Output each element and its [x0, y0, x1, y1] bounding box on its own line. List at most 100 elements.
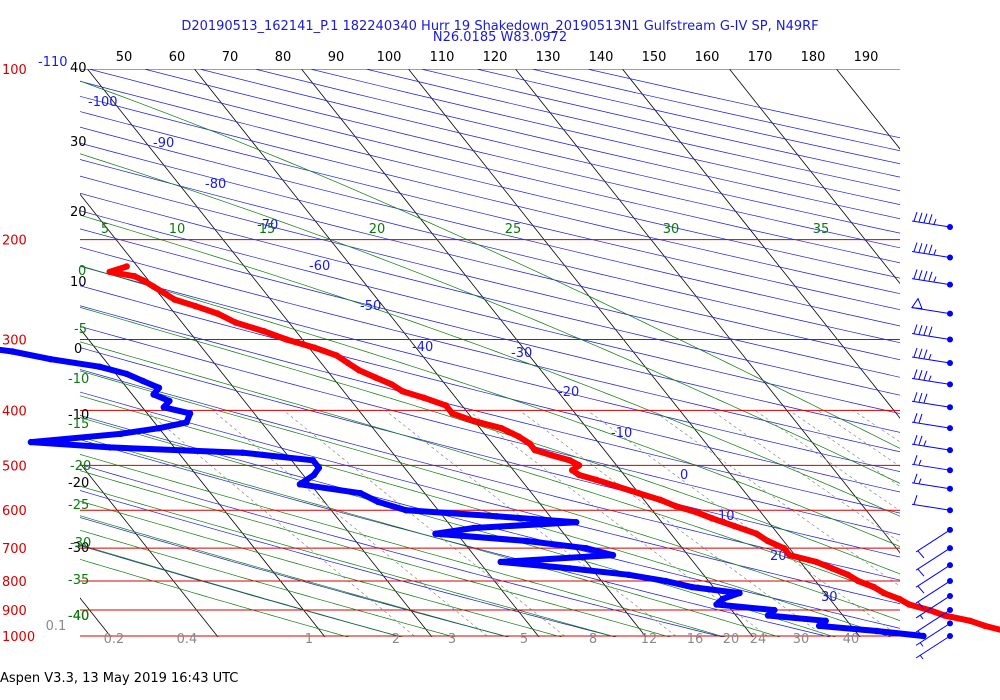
mixing-ratio-line: [853, 410, 900, 443]
wind-barb-half-feather: [928, 375, 932, 381]
isotherm-line: [194, 69, 647, 637]
wind-barb-feather: [928, 326, 933, 336]
wind-barb: [911, 369, 953, 388]
mixing-ratio-line: [212, 410, 488, 637]
temperature-profile-point: [171, 296, 178, 303]
dry-adiabat-line: [80, 111, 900, 311]
wind-barb-feather: [913, 455, 918, 465]
temperature-profile-point: [764, 537, 771, 545]
temperature-profile-point: [192, 303, 199, 310]
moist-adiabat-line: [80, 558, 350, 637]
dry-adiabat-line: [80, 159, 900, 361]
dewpoint-profile-point: [771, 606, 778, 614]
wind-barb-feather: [928, 214, 933, 224]
wind-barb-staff: [915, 529, 951, 553]
wind-barb: [915, 578, 953, 610]
wind-barb-feather: [923, 349, 928, 359]
dewpoint-profile-point: [123, 370, 130, 378]
dry-adiabat-label: -50: [360, 299, 381, 314]
wind-barb-staff: [911, 421, 951, 429]
green-side-label: -25: [68, 498, 89, 513]
moist-adiabat-line: [80, 214, 900, 517]
wind-barb-feather: [923, 393, 928, 403]
pressure-tick-label: 100: [2, 63, 27, 78]
dry-adiabat-line: [80, 391, 900, 605]
wind-barb-staff: [911, 400, 951, 408]
dry-adiabat-line: [80, 210, 900, 414]
temperature-profile-point: [870, 583, 878, 591]
wind-barb: [911, 242, 953, 261]
dewpoint-profile-point: [310, 471, 318, 479]
dewpoint-profile-point: [183, 419, 190, 426]
wind-barb-feather: [917, 585, 925, 594]
green-side-label: -10: [68, 372, 89, 387]
temperature-profile-point: [786, 551, 793, 559]
height-tick-label: -10: [68, 408, 89, 423]
dewpoint-profile-point: [497, 558, 504, 566]
temperature-profile-point: [131, 273, 138, 280]
top-axis-tick-label: 120: [483, 50, 508, 65]
wind-barb-feather: [917, 550, 925, 559]
top-axis-tick-label: 70: [222, 50, 239, 65]
dry-adiabat-label: -90: [153, 136, 174, 151]
dry-adiabat-line: [80, 142, 900, 344]
temperature-profile-point: [232, 319, 239, 326]
dry-adiabat-line: [80, 369, 900, 581]
temperature-profile-point: [753, 530, 760, 537]
wind-barb-staff: [911, 443, 951, 451]
wind-barb-staff: [911, 377, 951, 385]
dewpoint-profile-point: [713, 601, 720, 608]
dewpoint-profile-point: [625, 571, 632, 578]
green-side-label: -35: [68, 573, 89, 588]
dewpoint-profile-point: [688, 583, 696, 591]
footer-text: Aspen V3.3, 13 May 2019 16:43 UTC: [0, 671, 239, 686]
temperature-profile-point: [548, 452, 555, 459]
top-axis-tick-label: 180: [801, 50, 826, 65]
wind-barb-feather: [918, 413, 923, 424]
pressure-tick-label: 300: [2, 334, 27, 349]
wind-barb-feather: [913, 495, 918, 505]
isotherm-line: [515, 69, 900, 554]
wind-barb-staff: [911, 250, 951, 258]
dry-adiabat-label: 20: [770, 549, 787, 564]
wind-barb: [911, 347, 953, 366]
height-tick-label: 0: [74, 342, 82, 357]
temperature-profile-point: [941, 612, 948, 619]
moist-adiabat-label: 15: [259, 222, 276, 237]
wind-barb: [911, 473, 953, 492]
moist-adiabat-label: 35: [813, 222, 830, 237]
moist-adiabat-line: [80, 485, 617, 637]
wind-barb-feather: [913, 473, 918, 483]
dry-adiabat-line: [80, 246, 900, 453]
temperature-profile-point: [283, 336, 290, 343]
temperature-profile-point: [880, 589, 888, 597]
wind-barb: [911, 413, 953, 432]
temperature-profile-point: [260, 328, 267, 335]
dewpoint-profile-point: [662, 577, 669, 585]
dry-adiabat-label: -10: [611, 426, 632, 441]
dewpoint-profile-point: [155, 425, 163, 432]
wind-barb-feather: [913, 392, 918, 402]
wind-barb-feather: [917, 630, 925, 639]
temperature-profile-point: [672, 502, 679, 510]
mixing-ratio-label: 30: [793, 632, 810, 647]
pressure-tick-label: 400: [2, 404, 27, 419]
wind-barb-staff: [915, 580, 951, 604]
wind-barb: [915, 545, 953, 577]
moist-adiabat-line: [80, 80, 900, 449]
dewpoint-profile-point: [315, 464, 323, 471]
dry-adiabat-line: [80, 490, 617, 637]
height-tick-label: -40: [68, 609, 89, 624]
moist-adiabat-line: [80, 500, 563, 637]
top-axis-tick-label: 110: [430, 50, 455, 65]
dewpoint-profile-point: [117, 430, 124, 437]
dewpoint-profile-point: [764, 612, 772, 619]
wind-barb-feather: [923, 270, 928, 281]
moist-adiabat-line: [80, 341, 900, 599]
moist-adiabat-label: 10: [169, 222, 186, 237]
dewpoint-profile-point: [719, 595, 726, 603]
wind-barb-feather: [918, 435, 923, 445]
pressure-tick-label: 600: [2, 504, 27, 519]
dewpoint-profile-point: [9, 348, 16, 355]
temperature-profile-point: [855, 577, 862, 585]
